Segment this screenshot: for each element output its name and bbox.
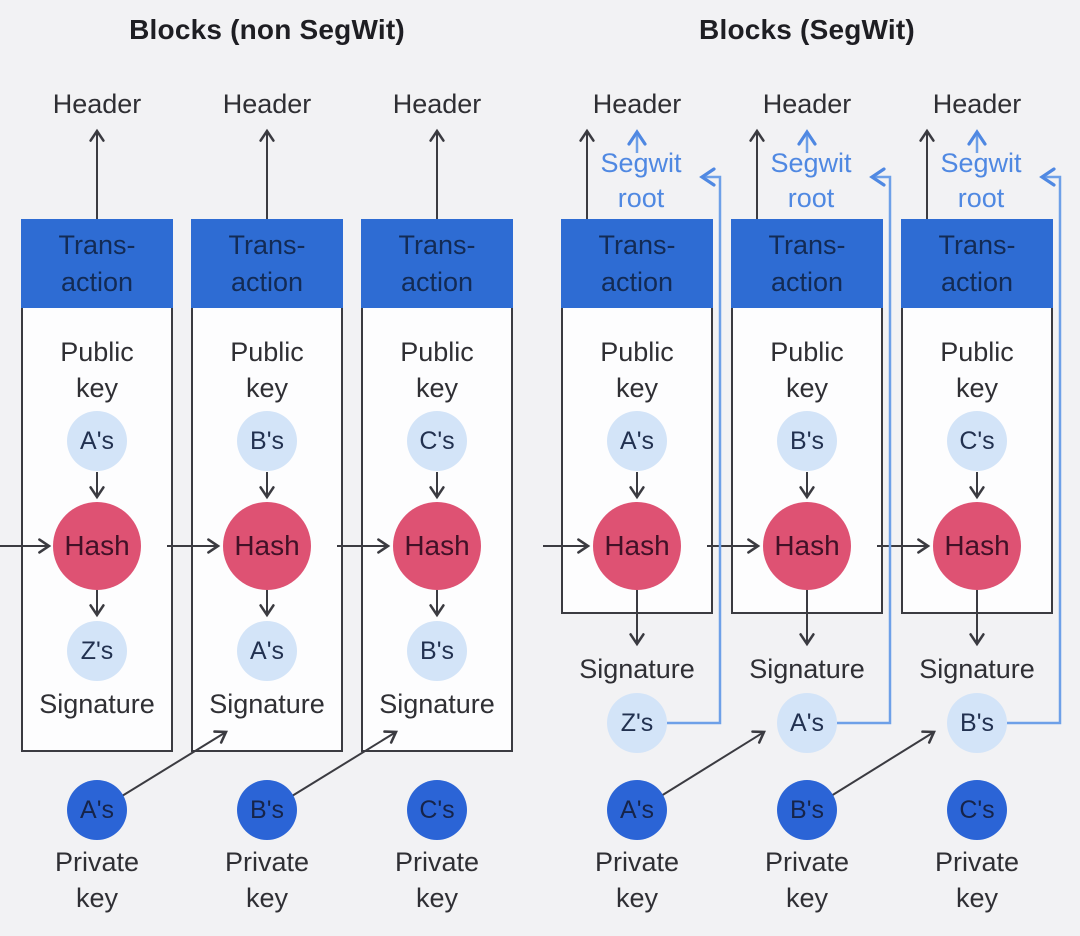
hash-circle: Hash (593, 502, 681, 590)
signature-circle: Z's (607, 693, 667, 753)
public-key-label: Public key (940, 337, 1014, 403)
signature-circle: B's (407, 621, 467, 681)
private-key-circle: A's (67, 780, 127, 840)
signature-label: Signature (209, 689, 325, 719)
header-label: Header (932, 89, 1022, 119)
private-key-circle: A's (607, 780, 667, 840)
transaction-label: action (600, 266, 674, 297)
public-key-circle: A's (607, 411, 667, 471)
private-key-circle: B's (777, 780, 837, 840)
transaction-label: action (770, 266, 844, 297)
public-key-circle: A's (67, 411, 127, 471)
public-key-label: Public key (60, 337, 134, 403)
transaction-box: Trans- action (731, 219, 883, 308)
transaction-label: Trans- (768, 229, 846, 260)
public-key-circle: B's (777, 411, 837, 471)
private-key-label: Private key (934, 847, 1020, 913)
transaction-box: Trans- action (561, 219, 713, 308)
diagram-title-segwit: Blocks (SegWit) (699, 14, 915, 45)
private-key-circle: C's (947, 780, 1007, 840)
segwit-root-label: Segwit root (770, 148, 852, 213)
diagram-title-non-segwit: Blocks (non SegWit) (129, 14, 405, 45)
public-key-circle: C's (947, 411, 1007, 471)
header-label: Header (222, 89, 312, 119)
transaction-label: action (230, 266, 304, 297)
hash-circle: Hash (933, 502, 1021, 590)
hash-circle: Hash (53, 502, 141, 590)
private-key-circle: C's (407, 780, 467, 840)
signature-circle: B's (947, 693, 1007, 753)
transaction-box: Trans- action (21, 219, 173, 308)
public-key-circle: B's (237, 411, 297, 471)
hash-circle: Hash (763, 502, 851, 590)
public-key-label: Public key (400, 337, 474, 403)
segwit-root-label: Segwit root (940, 148, 1022, 213)
transaction-box: Trans- action (901, 219, 1053, 308)
signature-circle: A's (777, 693, 837, 753)
header-label: Header (592, 89, 682, 119)
transaction-label: Trans- (938, 229, 1016, 260)
signature-label: Signature (919, 654, 1035, 684)
signature-circle: A's (237, 621, 297, 681)
signature-label: Signature (39, 689, 155, 719)
private-key-circle: B's (237, 780, 297, 840)
private-key-signature-arrow (660, 730, 766, 797)
private-key-label: Private key (54, 847, 140, 913)
transaction-label: Trans- (58, 229, 136, 260)
header-label: Header (762, 89, 852, 119)
signature-circle: Z's (67, 621, 127, 681)
transaction-label: Trans- (228, 229, 306, 260)
transaction-label: Trans- (398, 229, 476, 260)
hash-circle: Hash (223, 502, 311, 590)
signature-label: Signature (379, 689, 495, 719)
header-label: Header (392, 89, 482, 119)
segwit-root-label: Segwit root (600, 148, 682, 213)
public-key-label: Public key (770, 337, 844, 403)
transaction-label: action (940, 266, 1014, 297)
signature-label: Signature (749, 654, 865, 684)
private-key-label: Private key (394, 847, 480, 913)
transaction-label: Trans- (598, 229, 676, 260)
private-key-signature-arrow (830, 730, 936, 797)
transaction-label: action (400, 266, 474, 297)
transaction-box: Trans- action (191, 219, 343, 308)
transaction-box: Trans- action (361, 219, 513, 308)
public-key-label: Public key (600, 337, 674, 403)
private-key-label: Private key (764, 847, 850, 913)
transaction-label: action (60, 266, 134, 297)
header-label: Header (52, 89, 142, 119)
private-key-label: Private key (594, 847, 680, 913)
signature-label: Signature (579, 654, 695, 684)
public-key-circle: C's (407, 411, 467, 471)
hash-circle: Hash (393, 502, 481, 590)
public-key-label: Public key (230, 337, 304, 403)
private-key-label: Private key (224, 847, 310, 913)
